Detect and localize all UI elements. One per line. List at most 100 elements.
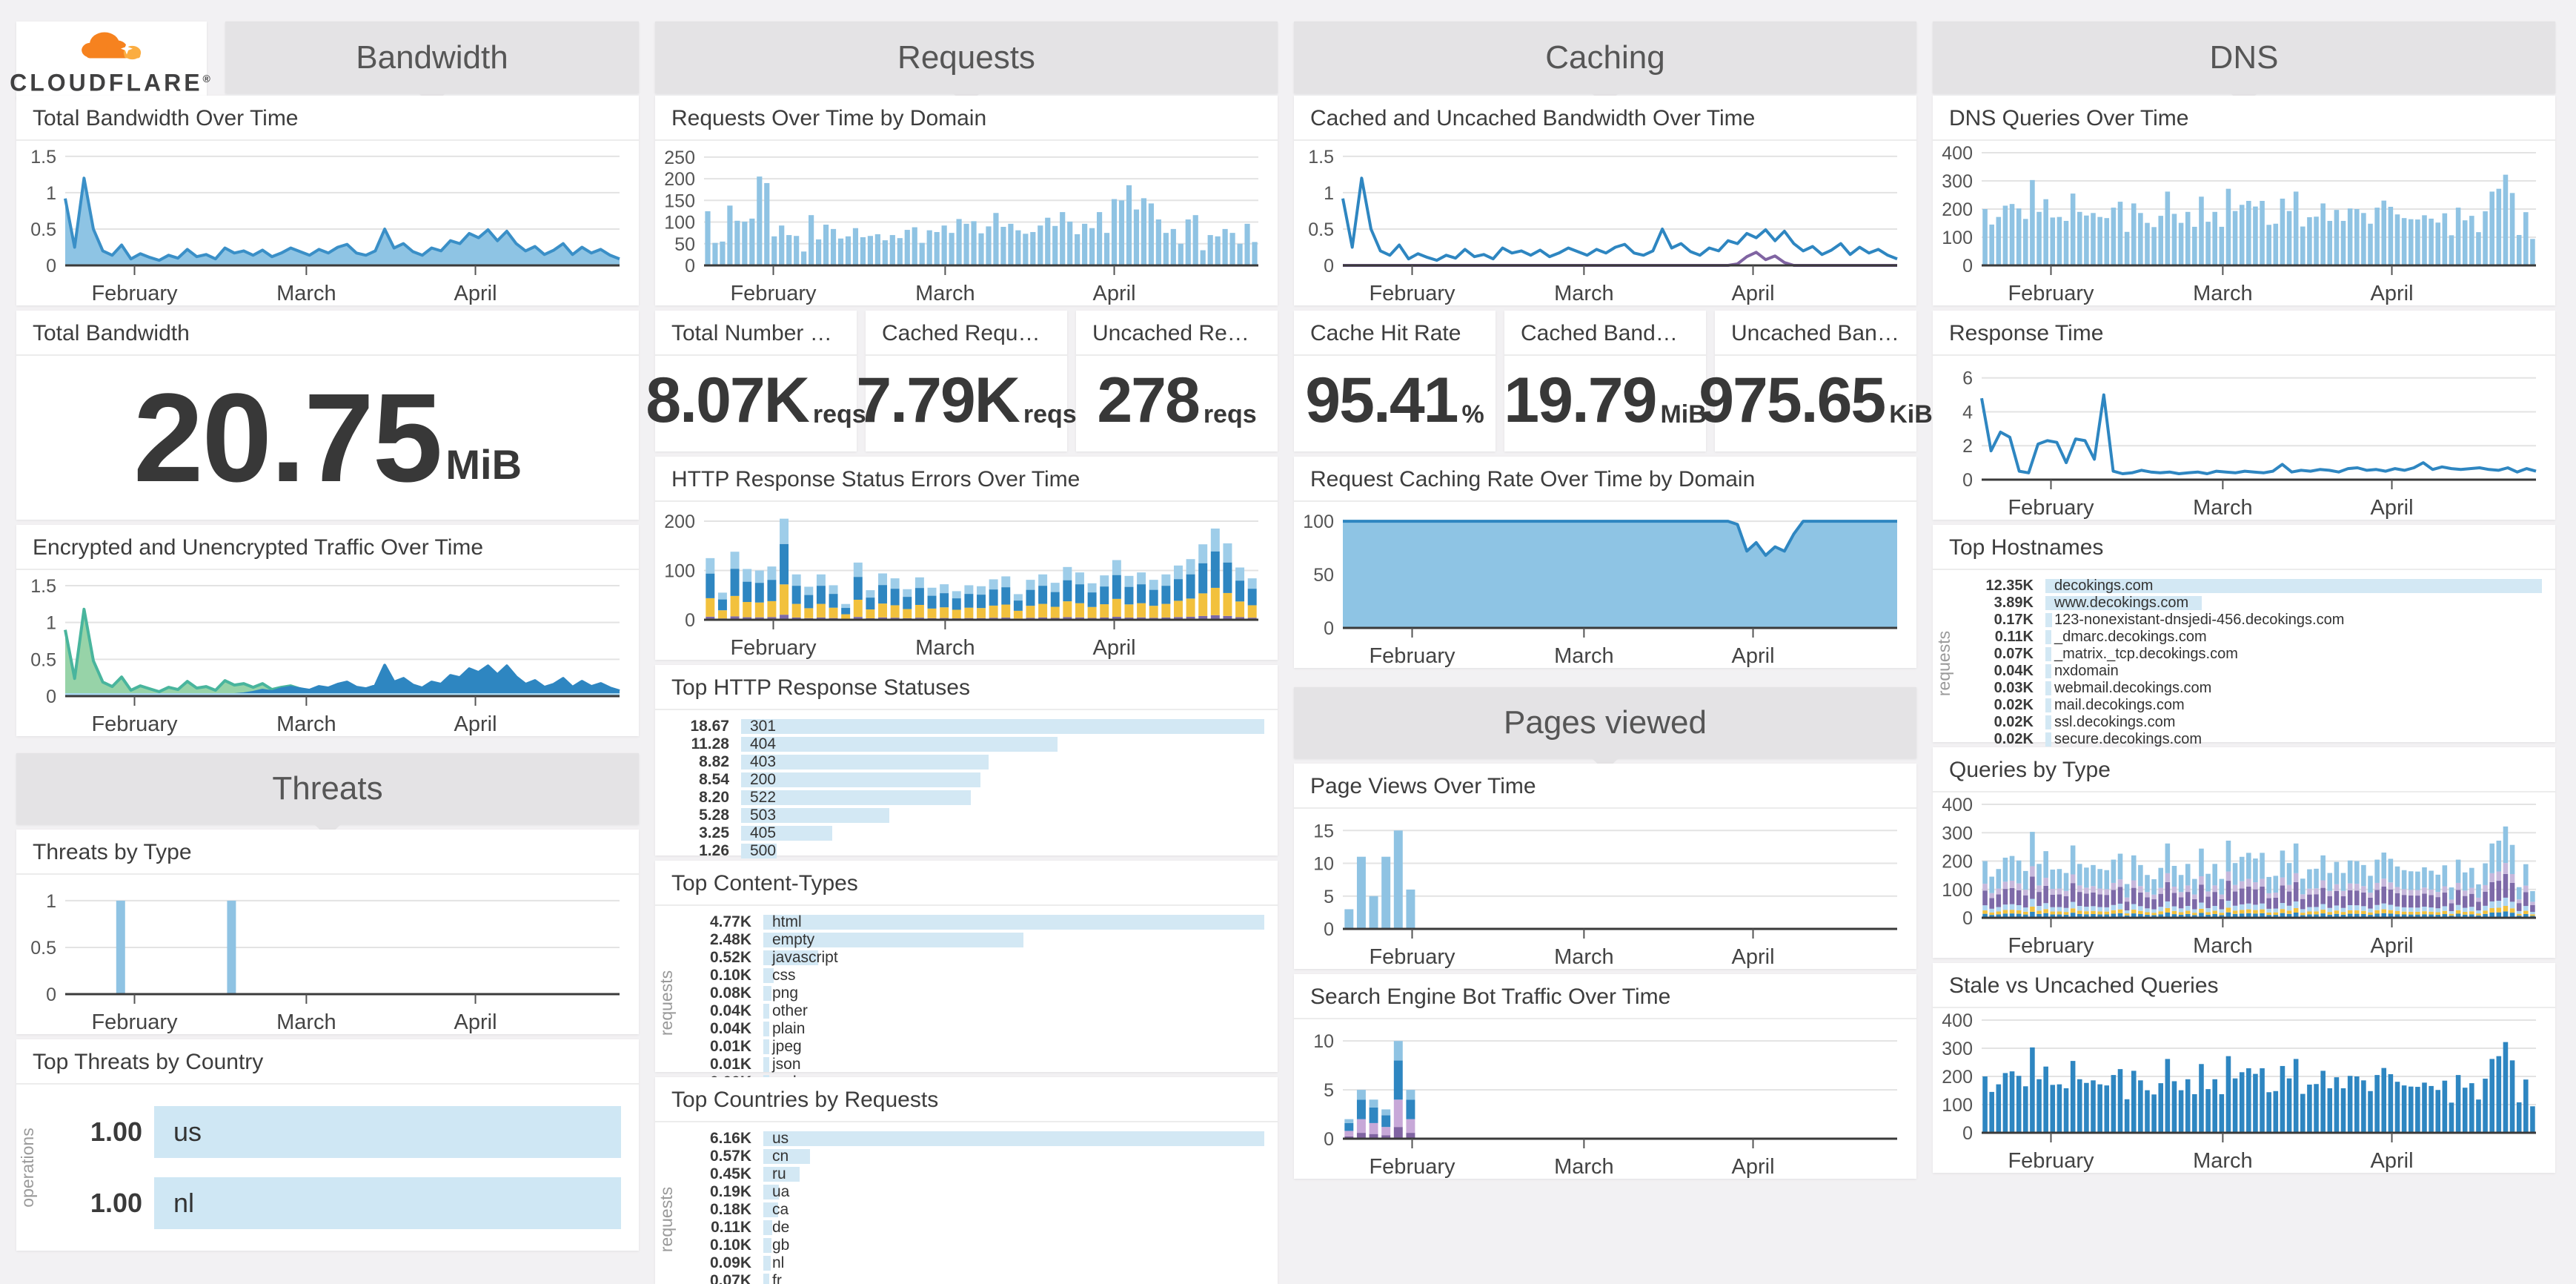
list-item-bar (763, 1039, 770, 1054)
panel-threats-by-type: Threats by Type 0 0.5 1 February March April (16, 830, 639, 1034)
panel-title: Top HTTP Response Statuses (655, 665, 1278, 710)
list-item-label: _matrix._tcp.decokings.com (2054, 646, 2238, 662)
panel-cached-requests: Cached Requests 7.79K reqs (856, 311, 1077, 451)
top-countries-list[interactable]: requests 6.16K us 0.57K cn 0.45K ru 0.19K ua 0.18… (655, 1122, 1278, 1284)
list-item-bar (741, 844, 777, 858)
list-item-bar (2045, 698, 2052, 712)
total-bandwidth-over-time-chart[interactable]: 0 0.5 1 1.5 February March April (16, 141, 639, 305)
list-item-value: 0.03K (1994, 680, 2034, 696)
svg-text:0: 0 (685, 256, 695, 277)
list-item-value: 0.08K (709, 984, 751, 1002)
list-item-bar (763, 950, 818, 965)
list-item-value: 6.16K (709, 1130, 751, 1147)
list-item-label: cn (772, 1148, 789, 1165)
list-item-label: nxdomain (2054, 663, 2119, 679)
list-item-value: 0.01K (709, 1038, 751, 1055)
chart-canvas: 0 100 200 300 400 February March April (1942, 143, 2536, 305)
svg-text:0: 0 (1324, 919, 1334, 940)
panel-requests-over-time: Requests Over Time by Domain 0 50 100 150 20… (655, 96, 1278, 305)
response-time-chart[interactable]: 0 2 4 6 February March April (1933, 356, 2555, 520)
requests-over-time-chart[interactable]: 0 50 100 150 200 250 February March April (655, 141, 1278, 305)
stale-queries-chart[interactable]: 0 100 200 300 400 February March April (1933, 1008, 2555, 1173)
list-item-value: 0.07K (709, 1272, 751, 1284)
list-item: 0.07K fr (685, 1272, 1264, 1284)
top-content-types-list[interactable]: requests 4.77K html 2.48K empty 0.52K javascri… (655, 906, 1278, 1100)
search-bot-chart[interactable]: 0 5 10 February March April (1294, 1019, 1916, 1179)
list-item-label: 404 (750, 735, 777, 752)
queries-by-type-chart[interactable]: 0 100 200 300 400 February March April (1933, 792, 2555, 958)
svg-text:200: 200 (1942, 852, 1973, 873)
svg-text:0: 0 (46, 984, 56, 1005)
chart-canvas: 0 2 4 6 February March April (1962, 368, 2537, 520)
svg-text:5: 5 (1324, 1080, 1334, 1101)
svg-text:0: 0 (1962, 1123, 1973, 1144)
list-item-value: 8.82 (699, 753, 729, 770)
panel-title: Threats by Type (16, 830, 639, 875)
list-item: 2.48K empty (685, 931, 1264, 949)
list-item-label: de (772, 1219, 790, 1236)
list-item-label: gb (772, 1237, 790, 1254)
svg-text:February: February (1369, 644, 1455, 668)
page-views-chart[interactable]: 0 5 10 15 February March April (1294, 809, 1916, 969)
panel-title: Total Bandwidth (16, 311, 639, 356)
list-item-bar (763, 1004, 770, 1019)
brand-name: CLOUDFLARE® (10, 69, 213, 96)
panel-page-views: Page Views Over Time 0 5 10 15 February March… (1294, 764, 1916, 969)
top-hostnames-list[interactable]: requests 12.35K decokings.com 3.89K www.deco… (1933, 570, 2555, 757)
list-item-value: 0.04K (1994, 663, 2034, 679)
list-item-value: 0.07K (1994, 646, 2034, 662)
list-item-value: 0.17K (1994, 612, 2034, 628)
dns-queries-chart[interactable]: 0 100 200 300 400 February March April (1933, 141, 2555, 305)
svg-text:0: 0 (1324, 618, 1334, 639)
list-item: 0.45K ru (685, 1165, 1264, 1183)
list-item-label: www.decokings.com (2054, 595, 2189, 611)
list-item-value: 1.00 (90, 1188, 142, 1218)
axis-unit-label: requests (657, 1186, 676, 1253)
list-item-label: 301 (750, 718, 777, 735)
list-item-label: 503 (750, 807, 777, 824)
list-item: 0.01K json (685, 1056, 1264, 1073)
svg-text:150: 150 (664, 191, 695, 211)
threats-by-type-chart[interactable]: 0 0.5 1 February March April (16, 875, 639, 1034)
svg-text:1: 1 (46, 613, 56, 634)
svg-text:February: February (2008, 282, 2094, 305)
svg-text:0.5: 0.5 (30, 938, 56, 959)
cached-uncached-bandwidth-chart[interactable]: 0 0.5 1 1.5 February March April (1294, 141, 1916, 305)
list-item-bar (2045, 681, 2052, 695)
list-item: 0.04K other (685, 1002, 1264, 1020)
list-item-value: 0.10K (709, 967, 751, 984)
caching-rate-chart[interactable]: 0 50 100 February March April (1294, 502, 1916, 668)
encrypted-traffic-chart[interactable]: 0 0.5 1 1.5 February March April (16, 570, 639, 736)
list-item-label: 500 (750, 842, 777, 859)
list-item-label: empty (772, 931, 815, 948)
list-item-label: mail.decokings.com (2054, 697, 2185, 713)
axis-unit-label: requests (657, 970, 676, 1036)
panel-uncached-bandwidth: Uncached Band... 975.65 KiB (1699, 311, 1933, 451)
list-item-value: 4.77K (709, 913, 751, 930)
svg-text:April: April (2371, 282, 2414, 305)
svg-text:March: March (1554, 945, 1614, 969)
list-item-label: json (772, 1056, 801, 1073)
top-threats-by-country-list[interactable]: operations 1.00 us 1.00 nl (16, 1085, 639, 1251)
list-item-bar (2045, 715, 2052, 729)
panel-search-bot: Search Engine Bot Traffic Over Time 0 5 10… (1294, 974, 1916, 1179)
svg-text:April: April (1732, 282, 1775, 305)
list-item: 0.57K cn (685, 1148, 1264, 1165)
list-item-value: 1.26 (699, 842, 729, 859)
list-item-bar (763, 1149, 810, 1164)
list-item-bar (763, 1256, 771, 1271)
svg-text:6: 6 (1962, 368, 1973, 389)
panel-top-content-types: Top Content-Types requests 4.77K html 2.48K… (655, 861, 1278, 1091)
list-item-value: 0.02K (1994, 714, 2034, 730)
panel-title: Cached Requests (866, 311, 1067, 356)
svg-text:100: 100 (1942, 880, 1973, 901)
svg-text:100: 100 (1942, 1095, 1973, 1116)
list-item-value: 18.67 (690, 718, 729, 735)
section-header-requests: Requests (655, 21, 1278, 106)
svg-text:400: 400 (1942, 143, 1973, 164)
http-errors-chart[interactable]: 0 100 200 February March April (655, 502, 1278, 660)
panel-total-bandwidth: Total Bandwidth 20.75 MiB (16, 311, 639, 520)
svg-text:April: April (1732, 945, 1775, 969)
svg-text:March: March (915, 282, 975, 305)
svg-text:100: 100 (1303, 512, 1334, 532)
